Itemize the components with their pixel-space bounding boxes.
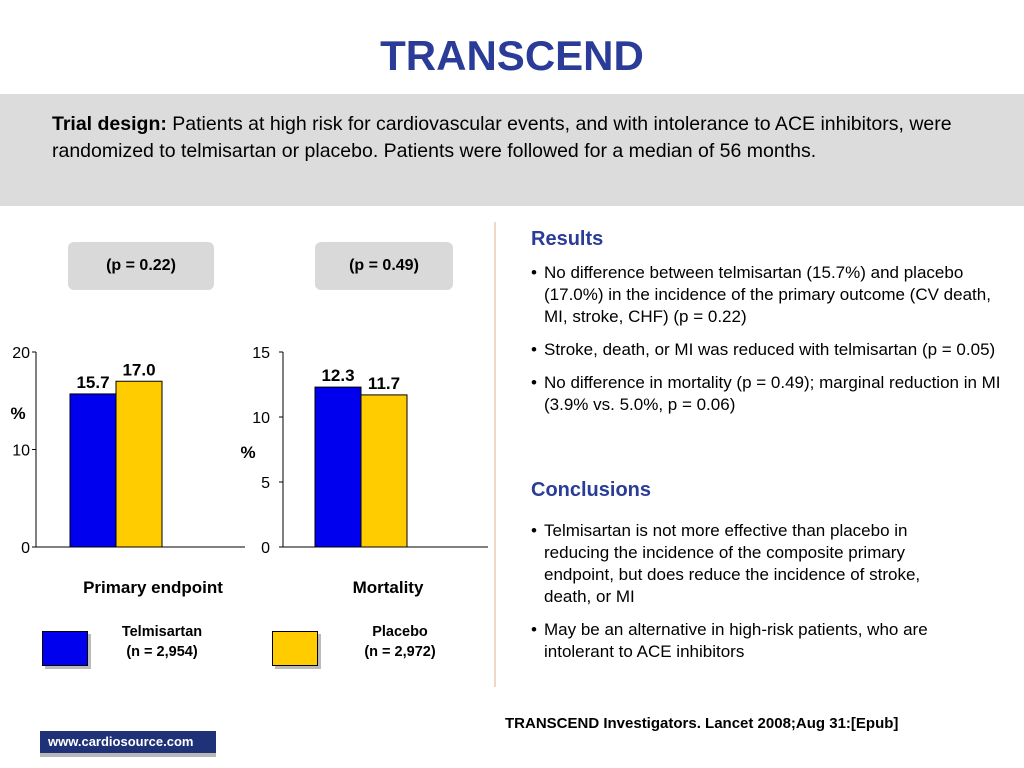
column-divider	[494, 222, 496, 687]
telmisartan-legend-label: Telmisartan (n = 2,954)	[100, 622, 224, 662]
bar-telmisartan	[69, 393, 117, 548]
citation: TRANSCEND Investigators. Lancet 2008;Aug…	[505, 715, 899, 732]
y-tick-label: 0	[261, 540, 270, 557]
y-tick-label: 20	[12, 345, 30, 362]
results-item: No difference in mortality (p = 0.49); m…	[531, 372, 1011, 416]
telmisartan-legend-name: Telmisartan	[121, 624, 203, 640]
mortality-chart: 0 5 10 15% 12.3 11.7	[240, 345, 488, 557]
page-title: TRANSCEND	[380, 32, 644, 79]
trial-design-body: Patients at high risk for cardiovascular…	[52, 113, 952, 162]
y-tick-label: 0	[21, 540, 30, 557]
bar-placebo	[360, 394, 408, 548]
pvalue-mortality-badge: (p = 0.49)	[315, 242, 453, 290]
cardiosource-logo[interactable]: www.cardiosource.com	[40, 731, 216, 753]
telmisartan-legend-swatch	[42, 631, 88, 666]
trial-design-text: Trial design: Patients at high risk for …	[52, 111, 972, 165]
pvalue-primary-badge: (p = 0.22)	[68, 242, 214, 290]
placebo-legend-label: Placebo (n = 2,972)	[340, 622, 460, 662]
trial-design-label: Trial design:	[52, 113, 167, 135]
results-heading: Results	[531, 228, 604, 250]
primary-endpoint-chart: 0 10 20% 15.7 17.0	[10, 345, 245, 557]
conclusions-heading: Conclusions	[531, 479, 652, 501]
mortality-caption: Mortality	[352, 578, 424, 597]
bar-value-label: 17.0	[122, 360, 155, 379]
y-tick-label: 15	[252, 345, 270, 362]
placebo-legend-n: (n = 2,972)	[364, 644, 436, 660]
conclusions-item: Telmisartan is not more effective than p…	[531, 520, 971, 608]
trial-design-panel	[0, 94, 1024, 206]
bar-telmisartan	[314, 386, 362, 548]
results-item: Stroke, death, or MI was reduced with te…	[531, 339, 1011, 361]
results-item: No difference between telmisartan (15.7%…	[531, 262, 1011, 328]
bar-placebo	[115, 380, 163, 548]
telmisartan-legend-n: (n = 2,954)	[126, 644, 198, 660]
results-list: No difference between telmisartan (15.7%…	[531, 262, 1011, 427]
bar-charts: 0 10 20% 15.7 17.0 0 5 10 15% 12.3 11.7	[10, 345, 488, 557]
conclusions-list: Telmisartan is not more effective than p…	[531, 520, 971, 674]
y-axis-label: %	[240, 443, 255, 462]
y-tick-label: 10	[252, 410, 270, 427]
y-tick-label: 10	[12, 443, 30, 460]
primary-endpoint-caption: Primary endpoint	[83, 578, 223, 597]
y-tick-label: 5	[261, 475, 270, 492]
placebo-legend-name: Placebo	[372, 624, 428, 640]
conclusions-item: May be an alternative in high-risk patie…	[531, 619, 971, 663]
bar-value-label: 15.7	[76, 373, 109, 392]
y-axis-label: %	[10, 404, 25, 423]
bar-value-label: 11.7	[368, 374, 400, 393]
bar-value-label: 12.3	[321, 366, 354, 385]
placebo-legend-swatch	[272, 631, 318, 666]
